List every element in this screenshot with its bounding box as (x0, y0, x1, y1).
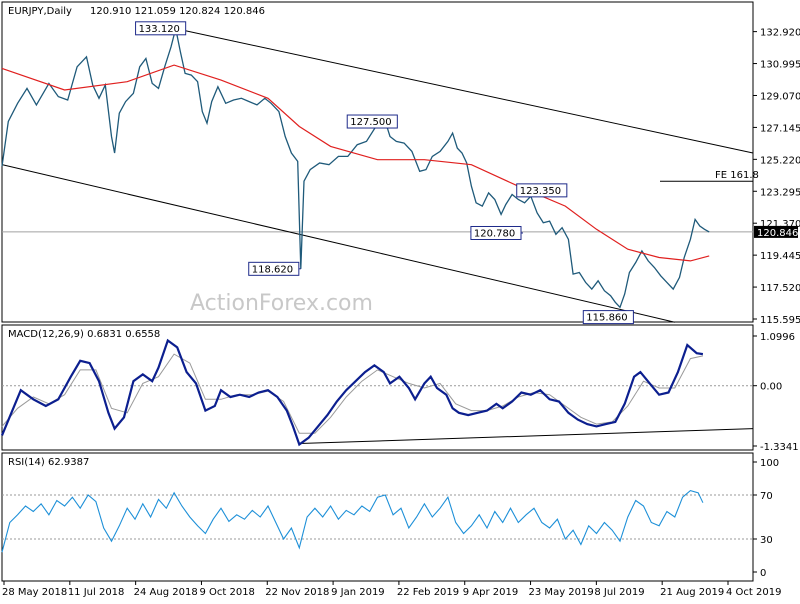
level-box (582, 310, 634, 325)
last-price-box (754, 225, 798, 238)
level-label: 115.860 (586, 313, 627, 324)
moving-average-series (1, 64, 710, 262)
date-tick-label: 21 Aug 2019 (660, 587, 724, 598)
price-tick-label: 121.370 (760, 219, 800, 230)
date-tick-label: 23 May 2019 (529, 587, 594, 598)
price-axis: 132.920 130.995 129.070 127.145 125.220 123.2… (753, 28, 800, 326)
price-panel-frame (1, 1, 754, 323)
price-tick-label: 132.920 (760, 28, 800, 39)
rsi-tick-label: 70 (760, 491, 773, 502)
level-label: 127.500 (350, 117, 391, 128)
rsi-tick-label: 30 (760, 535, 773, 546)
price-header-symbol: EURJPY,Daily (8, 6, 72, 17)
level-label: 118.620 (252, 264, 293, 275)
swing-level-labels: 133.120 118.620 127.500 123.350 120.780 115.8… (135, 21, 634, 325)
price-tick-label: 123.295 (760, 187, 800, 198)
date-tick-label: 9 Oct 2018 (199, 587, 254, 598)
fe-level-label: FE 161.8 (715, 170, 759, 181)
macd-tick-label: 0.00 (760, 382, 782, 393)
price-tick-label: 117.520 (760, 283, 800, 294)
macd-title: MACD(12,26,9) 0.6831 0.6558 (8, 329, 160, 340)
macd-trendline (299, 428, 754, 445)
channel-upper-line (175, 28, 754, 154)
date-tick-label: 8 Jul 2019 (594, 587, 644, 598)
date-tick-label: 9 Jan 2019 (331, 587, 385, 598)
date-tick-label: 28 May 2018 (2, 587, 67, 598)
price-tick-label: 130.995 (760, 60, 800, 71)
date-tick-label: 9 Apr 2019 (463, 587, 518, 598)
date-tick-label: 22 Feb 2019 (397, 587, 459, 598)
price-tick-label: 129.070 (760, 91, 800, 102)
channel-lower-line (1, 164, 675, 323)
level-label: 120.780 (474, 228, 515, 239)
macd-axis: 1.0996 0.00 -1.3341 (753, 332, 799, 453)
level-box (135, 21, 187, 36)
macd-panel-frame (1, 324, 754, 451)
level-box (346, 114, 398, 129)
date-axis: 28 May 2018 11 Jul 2018 24 Aug 2018 9 Oct 2… (2, 581, 781, 598)
rsi-panel-frame (1, 452, 754, 582)
rsi-series (1, 489, 704, 553)
price-tick-label: 115.595 (760, 315, 800, 326)
macd-series (0, 338, 704, 447)
macd-tick-label: 1.0996 (760, 332, 795, 343)
level-box (516, 183, 568, 198)
price-tick-label: 127.145 (760, 123, 800, 134)
macd-signal-series (1, 353, 704, 434)
macd-tick-label: -1.3341 (760, 442, 799, 453)
price-tick-label: 119.445 (760, 251, 800, 262)
rsi-title: RSI(14) 62.9387 (8, 457, 89, 468)
level-box (248, 261, 300, 276)
price-header-ohlc: 120.910 121.059 120.824 120.846 (90, 6, 265, 17)
date-tick-label: 4 Oct 2019 (726, 587, 781, 598)
level-box (470, 225, 522, 240)
date-tick-label: 24 Aug 2018 (134, 587, 198, 598)
last-price-label: 120.846 (757, 228, 798, 239)
rsi-tick-label: 100 (760, 458, 779, 469)
date-tick-label: 11 Jul 2018 (68, 587, 125, 598)
watermark: ActionForex.com (190, 291, 373, 316)
rsi-axis: 100 70 30 0 (753, 458, 779, 579)
date-tick-label: 22 Nov 2018 (265, 587, 329, 598)
level-label: 133.120 (139, 24, 180, 35)
rsi-tick-label: 0 (760, 568, 766, 579)
price-tick-label: 125.220 (760, 155, 800, 166)
price-series (1, 28, 710, 309)
level-label: 123.350 (520, 186, 561, 197)
